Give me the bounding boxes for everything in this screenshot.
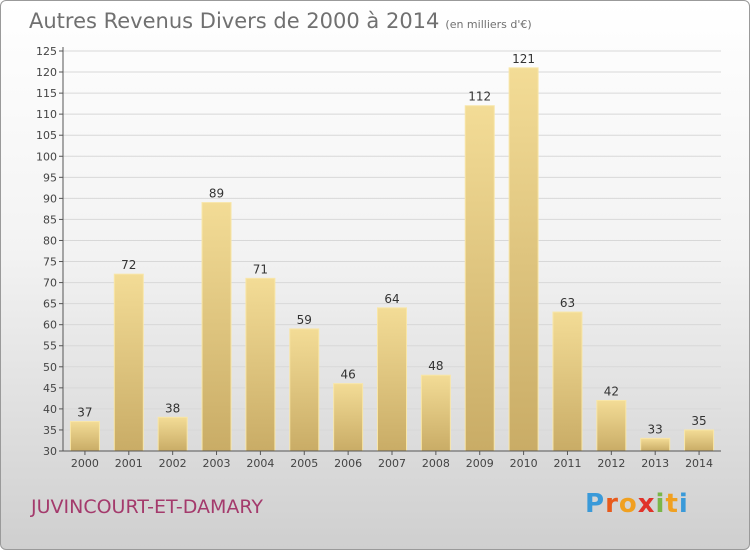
logo-letter: i (655, 489, 666, 519)
y-tick-label: 35 (43, 424, 57, 437)
city-name: JUVINCOURT-ET-DAMARY (31, 496, 263, 518)
y-tick-label: 120 (36, 66, 57, 79)
y-tick-label: 50 (43, 361, 57, 374)
bar-value-label: 48 (428, 359, 443, 373)
bar (245, 277, 276, 452)
chart-subtitle: (en milliers d'€) (445, 18, 532, 31)
bar (201, 202, 232, 452)
logo-letter: P (585, 489, 606, 519)
y-tick-label: 85 (43, 213, 57, 226)
bar (508, 67, 539, 452)
y-tick-label: 60 (43, 319, 57, 332)
y-tick-label: 115 (36, 87, 57, 100)
y-tick-label: 105 (36, 129, 57, 142)
bar (377, 307, 407, 452)
logo-letter: x (637, 489, 656, 519)
proxiti-logo: Proxiti (585, 489, 689, 519)
y-tick-label: 90 (43, 192, 57, 205)
bar-value-label: 64 (384, 292, 399, 306)
logo-letter: t (665, 489, 679, 519)
bar-value-label: 33 (648, 422, 663, 436)
bar-value-label: 71 (253, 262, 268, 276)
bar-value-label: 59 (297, 313, 312, 327)
x-tick-label: 2005 (290, 457, 318, 470)
bar (69, 421, 100, 452)
bar-value-label: 63 (560, 296, 575, 310)
x-tick-label: 2006 (334, 457, 362, 470)
chart-title-text: Autres Revenus Divers de 2000 à 2014 (29, 9, 440, 33)
bar-value-label: 42 (604, 384, 619, 398)
chart-title: Autres Revenus Divers de 2000 à 2014 (en … (29, 9, 532, 33)
x-tick-label: 2004 (246, 457, 274, 470)
x-tick-label: 2011 (553, 457, 581, 470)
logo-letter: o (618, 489, 638, 519)
bar-value-label: 35 (691, 414, 706, 428)
bar-value-label: 46 (340, 368, 355, 382)
x-tick-label: 2002 (159, 457, 187, 470)
x-tick-label: 2014 (685, 457, 713, 470)
x-tick-label: 2000 (71, 457, 99, 470)
bar-value-label: 89 (209, 187, 224, 201)
y-tick-label: 110 (36, 108, 57, 121)
y-tick-label: 55 (43, 340, 57, 353)
logo-letter: i (678, 489, 689, 519)
x-tick-label: 2001 (115, 457, 143, 470)
bar (157, 416, 188, 452)
y-tick-label: 30 (43, 445, 57, 458)
y-tick-label: 125 (36, 45, 57, 58)
bar (464, 105, 495, 452)
y-tick-label: 45 (43, 382, 57, 395)
y-tick-label: 75 (43, 256, 57, 269)
bar-value-label: 38 (165, 401, 180, 415)
x-tick-label: 2008 (422, 457, 450, 470)
bar (552, 311, 583, 452)
bar-value-label: 72 (121, 258, 136, 272)
x-tick-label: 2007 (378, 457, 406, 470)
y-tick-label: 40 (43, 403, 57, 416)
bar (596, 399, 627, 452)
bar (420, 374, 451, 452)
bar-value-label: 37 (77, 406, 92, 420)
bar (640, 437, 671, 452)
x-tick-label: 2009 (466, 457, 494, 470)
y-tick-label: 65 (43, 298, 57, 311)
bar-value-label: 112 (468, 90, 491, 104)
bar-value-label: 121 (512, 52, 535, 66)
x-tick-label: 2013 (641, 457, 669, 470)
x-tick-label: 2012 (597, 457, 625, 470)
y-tick-label: 80 (43, 234, 57, 247)
bar (333, 383, 364, 452)
logo-letter: r (605, 489, 619, 519)
y-tick-label: 70 (43, 277, 57, 290)
x-tick-label: 2010 (510, 457, 538, 470)
y-tick-label: 100 (36, 150, 57, 163)
y-tick-label: 95 (43, 171, 57, 184)
bar (684, 429, 715, 452)
bar (113, 273, 144, 452)
bar (289, 328, 320, 452)
x-tick-label: 2003 (203, 457, 231, 470)
